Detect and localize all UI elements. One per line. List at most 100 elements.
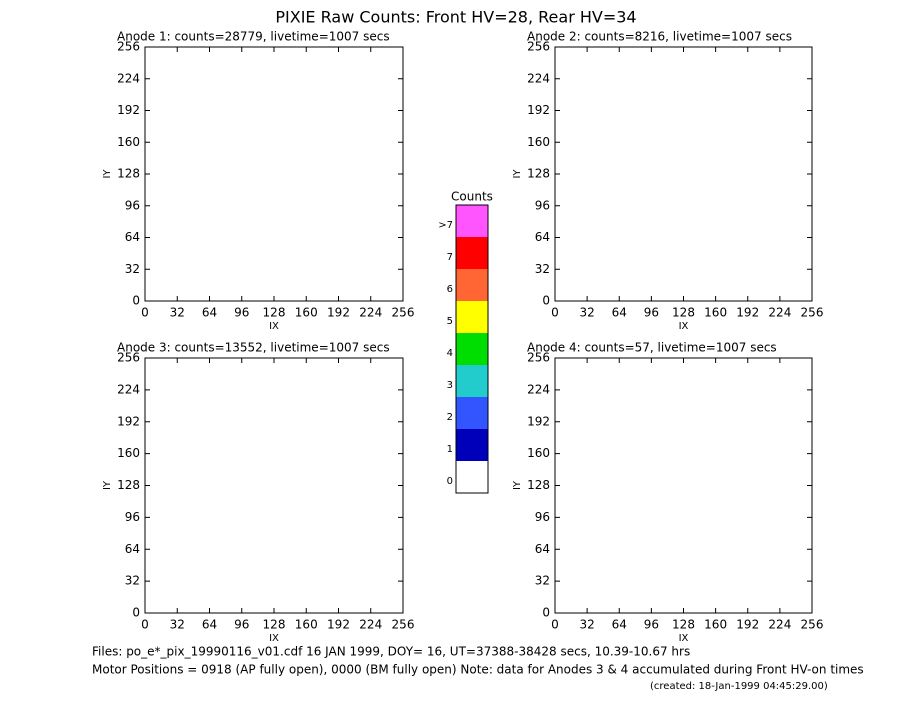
y-tick-label: 96	[125, 198, 140, 212]
colorbar-label: 6	[447, 284, 453, 295]
colorbar-label: 4	[447, 348, 453, 359]
y-tick-label: 256	[527, 40, 550, 54]
x-tick-label: 64	[612, 306, 627, 320]
y-tick-label: 0	[132, 606, 140, 620]
x-tick-label: 32	[170, 618, 185, 632]
x-tick-label: 128	[263, 618, 286, 632]
x-tick-label: 0	[551, 306, 559, 320]
y-tick-label: 64	[125, 230, 140, 244]
y-tick-label: 192	[117, 103, 140, 117]
colorbar-swatch	[456, 333, 488, 365]
colorbar-label: 2	[447, 412, 453, 423]
panel-title: Anode 1: counts=28779, livetime=1007 sec…	[117, 30, 390, 44]
y-tick-label: 160	[527, 135, 550, 149]
colorbar-frame	[455, 204, 489, 494]
y-tick-label: 64	[535, 230, 550, 244]
colorbar-swatch	[456, 397, 488, 429]
footer-line: Files: po_e*_pix_19990116_v01.cdf 16 JAN…	[92, 645, 690, 659]
y-tick-label: 32	[535, 262, 550, 276]
colorbar-swatch	[456, 365, 488, 397]
colorbar-swatch	[456, 205, 488, 237]
x-tick-label: 224	[359, 618, 382, 632]
colorbar-swatch	[456, 301, 488, 333]
x-tick-label: 32	[170, 306, 185, 320]
x-tick-label: 32	[579, 618, 594, 632]
colorbar-swatch	[456, 237, 488, 269]
y-tick-label: 256	[117, 40, 140, 54]
colorbar-title: Counts	[451, 190, 493, 204]
x-tick-label: 96	[644, 618, 659, 632]
x-tick-label: 256	[392, 618, 415, 632]
y-tick-label: 192	[117, 414, 140, 428]
y-tick-label: 64	[125, 542, 140, 556]
y-tick-label: 224	[117, 382, 140, 396]
figure-title: PIXIE Raw Counts: Front HV=28, Rear HV=3…	[275, 8, 636, 27]
y-tick-label: 192	[527, 103, 550, 117]
x-tick-label: 96	[234, 618, 249, 632]
x-tick-label: 64	[202, 618, 217, 632]
x-axis-label: IX	[269, 321, 279, 332]
y-axis-label: IY	[102, 169, 113, 179]
colorbar-label: >7	[438, 220, 453, 231]
y-tick-label: 96	[535, 198, 550, 212]
x-tick-label: 96	[644, 306, 659, 320]
y-axis-label: IY	[102, 480, 113, 490]
x-tick-label: 192	[736, 618, 759, 632]
panel-title: Anode 4: counts=57, livetime=1007 secs	[527, 341, 777, 355]
x-tick-label: 160	[295, 618, 318, 632]
x-tick-label: 160	[295, 306, 318, 320]
x-tick-label: 64	[202, 306, 217, 320]
y-tick-label: 0	[542, 294, 550, 308]
x-axis-label: IX	[679, 321, 689, 332]
y-tick-label: 64	[535, 542, 550, 556]
y-tick-label: 256	[527, 351, 550, 365]
y-tick-label: 160	[117, 135, 140, 149]
colorbar-label: 0	[447, 476, 453, 487]
x-tick-label: 224	[359, 306, 382, 320]
y-tick-label: 0	[542, 606, 550, 620]
x-tick-label: 192	[327, 618, 350, 632]
y-tick-label: 192	[527, 414, 550, 428]
y-tick-label: 224	[117, 71, 140, 85]
y-tick-label: 224	[527, 71, 550, 85]
y-tick-label: 96	[535, 510, 550, 524]
y-tick-label: 0	[132, 294, 140, 308]
colorbar-swatch	[456, 269, 488, 301]
colorbar-swatch	[456, 429, 488, 461]
y-tick-label: 128	[527, 167, 550, 181]
y-tick-label: 96	[125, 510, 140, 524]
y-tick-label: 160	[117, 446, 140, 460]
x-tick-label: 256	[392, 306, 415, 320]
x-tick-label: 96	[234, 306, 249, 320]
x-tick-label: 224	[768, 306, 791, 320]
x-tick-label: 256	[801, 618, 824, 632]
x-tick-label: 64	[612, 618, 627, 632]
y-tick-label: 128	[117, 478, 140, 492]
x-tick-label: 32	[579, 306, 594, 320]
x-axis-label: IX	[679, 633, 689, 644]
y-tick-label: 256	[117, 351, 140, 365]
x-tick-label: 128	[672, 306, 695, 320]
y-tick-label: 224	[527, 382, 550, 396]
y-tick-label: 160	[527, 446, 550, 460]
x-tick-label: 0	[141, 306, 149, 320]
y-tick-label: 32	[535, 574, 550, 588]
colorbar-label: 7	[447, 252, 453, 263]
x-axis-label: IX	[269, 633, 279, 644]
colorbar-label: 5	[447, 316, 453, 327]
x-tick-label: 0	[141, 618, 149, 632]
x-tick-label: 160	[704, 306, 727, 320]
footer-created: (created: 18-Jan-1999 04:45:29.00)	[650, 681, 828, 692]
y-tick-label: 128	[527, 478, 550, 492]
x-tick-label: 160	[704, 618, 727, 632]
x-tick-label: 0	[551, 618, 559, 632]
x-tick-label: 192	[736, 306, 759, 320]
y-axis-label: IY	[512, 480, 523, 490]
footer-line: Motor Positions = 0918 (AP fully open), …	[92, 663, 864, 677]
colorbar-label: 3	[447, 380, 453, 391]
colorbar-label: 1	[447, 444, 453, 455]
y-tick-label: 32	[125, 574, 140, 588]
y-tick-label: 128	[117, 167, 140, 181]
x-tick-label: 128	[263, 306, 286, 320]
